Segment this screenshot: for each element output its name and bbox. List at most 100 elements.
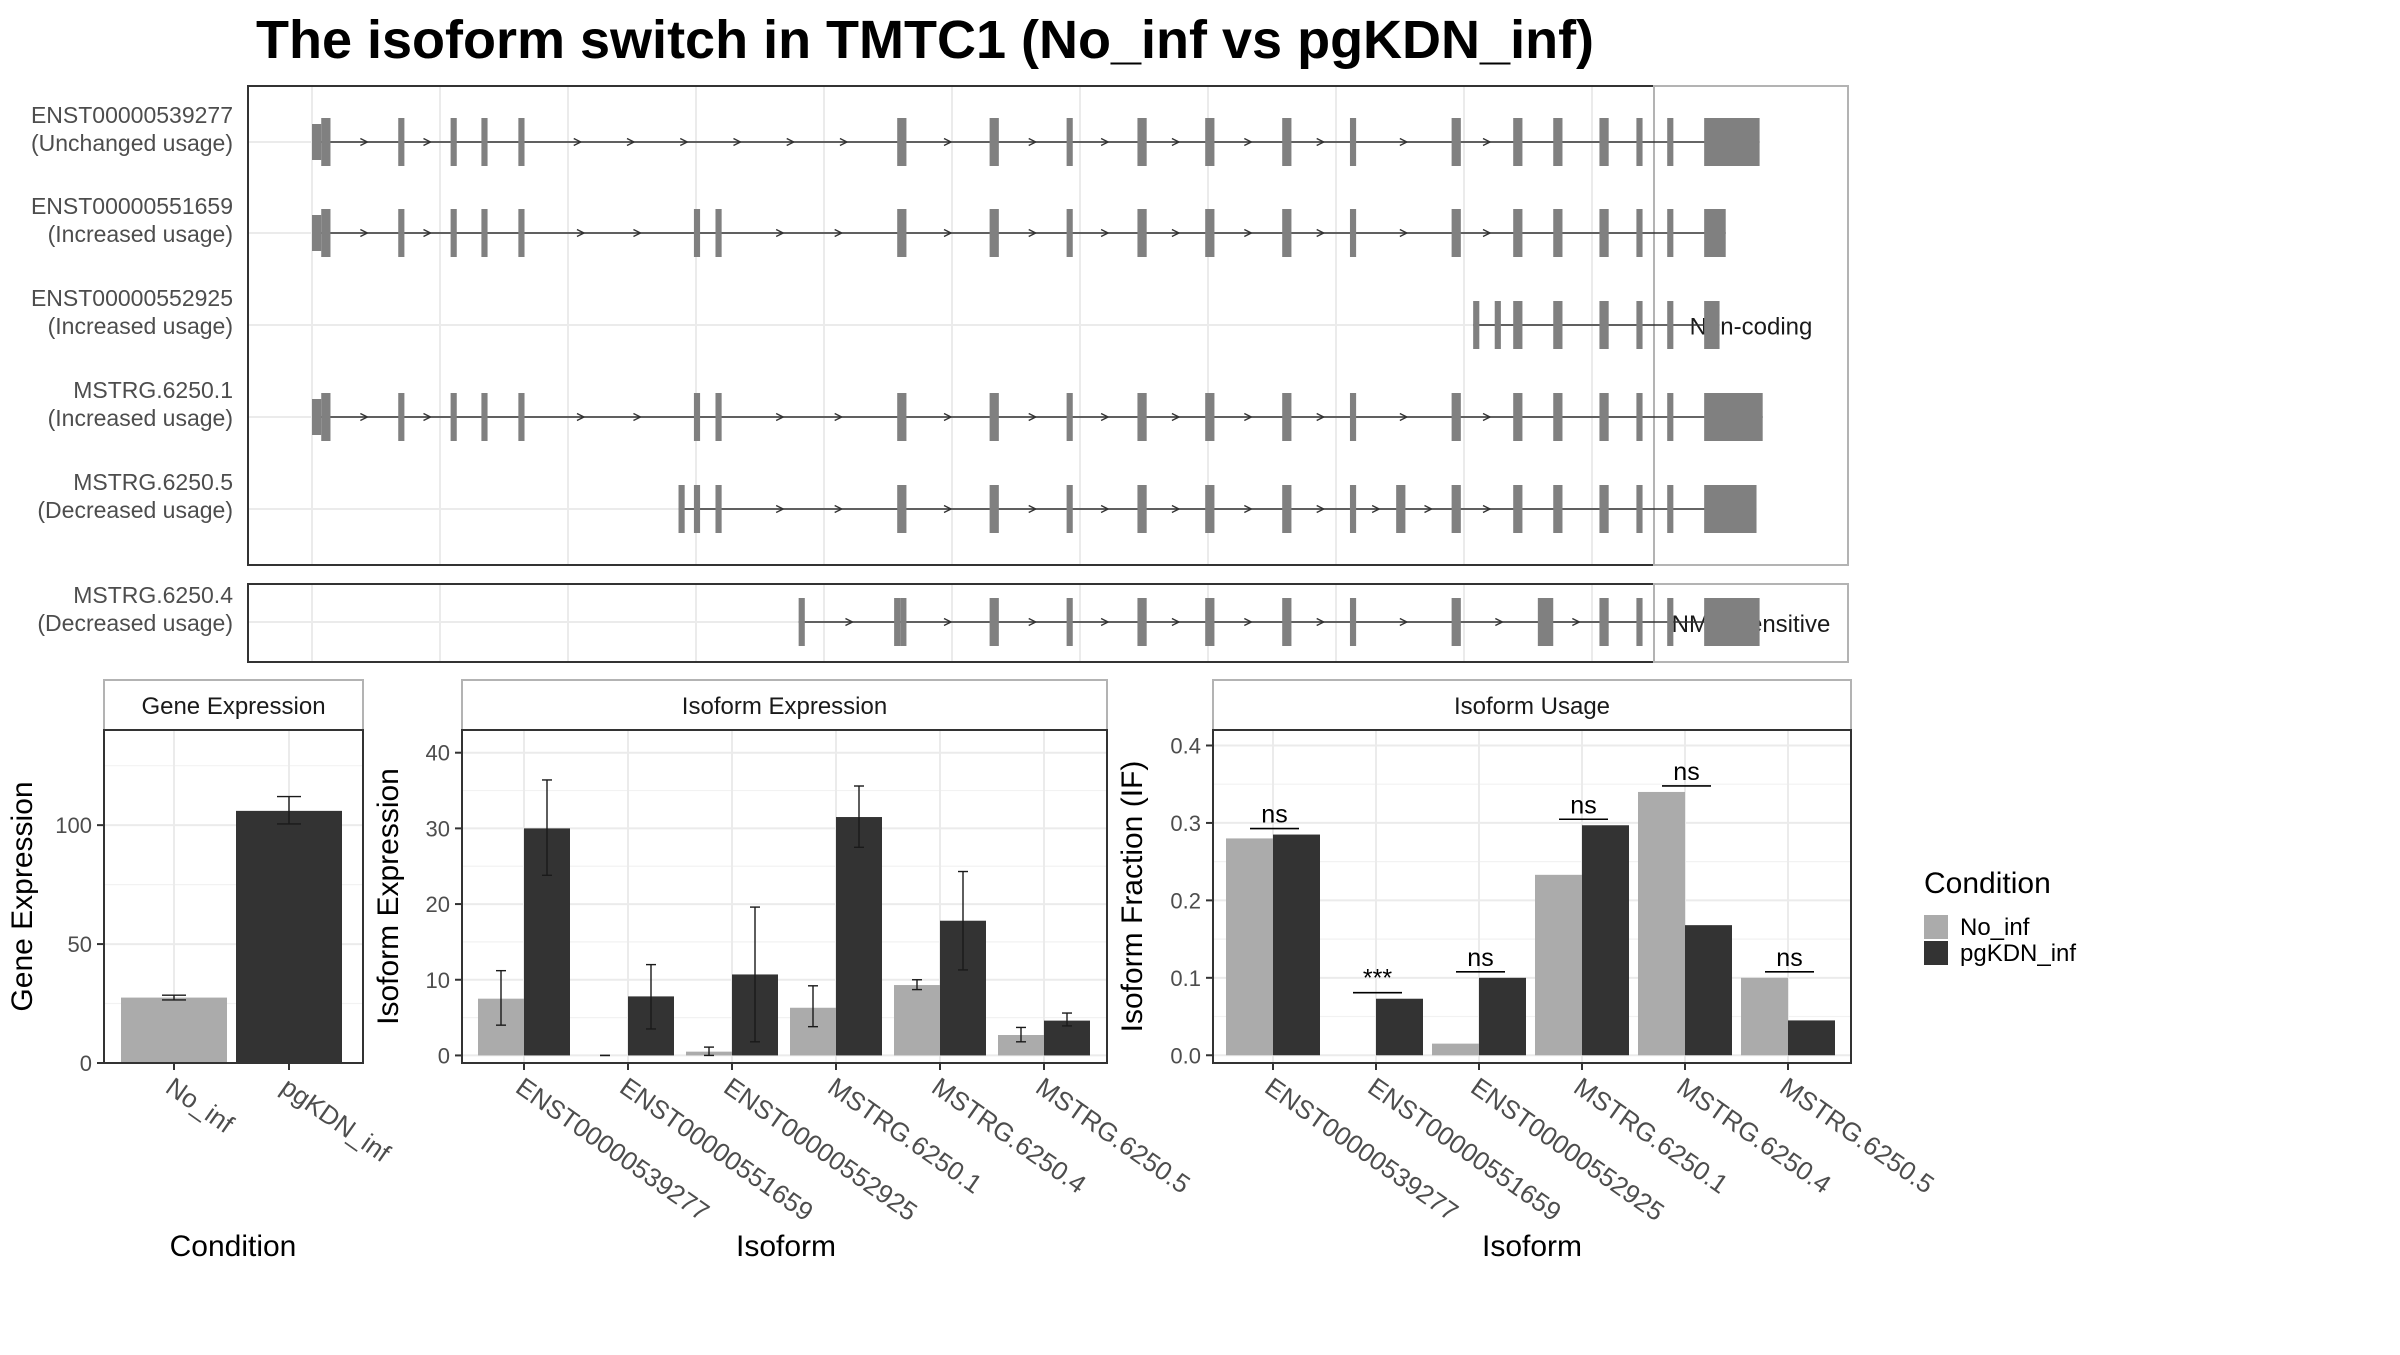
exon: [1066, 209, 1073, 257]
exon: [1667, 393, 1674, 441]
strand-arrow: [834, 228, 844, 238]
exon: [1451, 209, 1461, 257]
exon: [989, 393, 999, 441]
exon: [1137, 485, 1147, 533]
x-tick-label: ENST00000551659: [1363, 1071, 1567, 1227]
bar: [894, 985, 940, 1056]
exon: [1599, 485, 1609, 533]
legend-label: pgKDN_inf: [1960, 940, 2076, 967]
strand-arrow: [1482, 504, 1492, 514]
x-tick-label: No_inf: [161, 1071, 240, 1139]
strand-arrow: [423, 228, 433, 238]
strand-arrow: [1244, 228, 1253, 238]
exon: [518, 209, 525, 257]
strand-arrow: [1028, 228, 1038, 238]
strand-arrow: [1028, 412, 1038, 422]
strand-arrow: [633, 412, 643, 422]
strand-arrow: [1171, 228, 1181, 238]
exon: [1473, 301, 1480, 349]
exon: [715, 485, 722, 533]
exon: [1513, 485, 1523, 533]
isoform-usage-label: (Increased usage): [48, 221, 233, 247]
strip-background: [103, 679, 364, 731]
strand-arrow: [1482, 137, 1492, 147]
exon: [1282, 209, 1292, 257]
strand-arrow: [423, 137, 433, 147]
x-tick-label: ENST00000552925: [1466, 1071, 1670, 1227]
exon: [1636, 485, 1643, 533]
strip-background: [461, 679, 1108, 731]
exon: [1066, 598, 1073, 646]
strand-arrow: [943, 504, 953, 514]
exon: [1513, 118, 1523, 166]
exon: [1553, 209, 1563, 257]
exon: [1704, 118, 1760, 166]
exon: [1451, 598, 1461, 646]
strand-arrow: [1100, 617, 1110, 627]
y-tick-label: 0.3: [1170, 811, 1201, 836]
y-tick-label: 0.1: [1170, 966, 1201, 991]
strand-arrow: [1244, 137, 1253, 147]
exon: [1704, 393, 1763, 441]
significance-label: ns: [1673, 758, 1699, 786]
exon: [693, 209, 701, 257]
strand-arrow: [834, 412, 844, 422]
strand-arrow: [834, 504, 844, 514]
exon: [1667, 301, 1674, 349]
exon: [1451, 118, 1461, 166]
strip-label: Isoform Usage: [1454, 693, 1610, 720]
bar: [998, 1034, 1044, 1056]
significance-label: ns: [1776, 944, 1802, 972]
exon: [1599, 598, 1609, 646]
chart-title: The isoform switch in TMTC1 (No_inf vs p…: [256, 10, 1594, 70]
bar: [1226, 838, 1273, 1056]
x-tick-label: ENST00000539277: [1260, 1071, 1464, 1227]
y-tick-label: 50: [68, 932, 92, 957]
isoform-usage-label: (Decreased usage): [37, 610, 233, 636]
strand-arrow: [360, 412, 369, 422]
bar: [1638, 791, 1685, 1056]
exon: [897, 485, 907, 533]
exon: [1667, 485, 1674, 533]
exon: [1704, 301, 1720, 349]
strand-arrow: [775, 412, 785, 422]
strip-label: Gene Expression: [141, 693, 325, 720]
strand-arrow: [1100, 137, 1110, 147]
strand-arrow: [1028, 504, 1038, 514]
significance-label: ns: [1261, 801, 1287, 829]
strand-arrow: [1371, 504, 1381, 514]
exon: [481, 209, 488, 257]
bar: [1376, 998, 1423, 1056]
exon: [1066, 393, 1073, 441]
strand-arrow: [1171, 504, 1181, 514]
exon: [1494, 301, 1501, 349]
exon: [1282, 118, 1292, 166]
exon: [518, 118, 525, 166]
strand-arrow: [1171, 412, 1181, 422]
x-axis-title: Isoform: [1482, 1230, 1582, 1263]
exon: [321, 118, 331, 166]
exon: [1205, 209, 1215, 257]
strand-arrow: [1028, 137, 1038, 147]
strand-arrow: [1316, 228, 1326, 238]
exon: [1599, 209, 1609, 257]
exon: [1553, 485, 1563, 533]
x-tick-label: pgKDN_inf: [276, 1071, 397, 1168]
exon: [1205, 393, 1215, 441]
strand-arrow: [1399, 617, 1409, 627]
exon: [312, 215, 322, 251]
strand-arrow: [775, 504, 785, 514]
strand-arrow: [775, 228, 785, 238]
strand-arrow: [1244, 412, 1253, 422]
strand-arrow: [1424, 504, 1434, 514]
strand-arrow: [1399, 228, 1409, 238]
exon: [1137, 118, 1147, 166]
strand-arrow: [786, 137, 796, 147]
strand-arrow: [360, 137, 369, 147]
strand-arrow: [1399, 412, 1409, 422]
exon: [1636, 209, 1643, 257]
exon: [1137, 598, 1147, 646]
isoform-track: MSTRG.6250.5(Decreased usage): [37, 469, 1757, 533]
